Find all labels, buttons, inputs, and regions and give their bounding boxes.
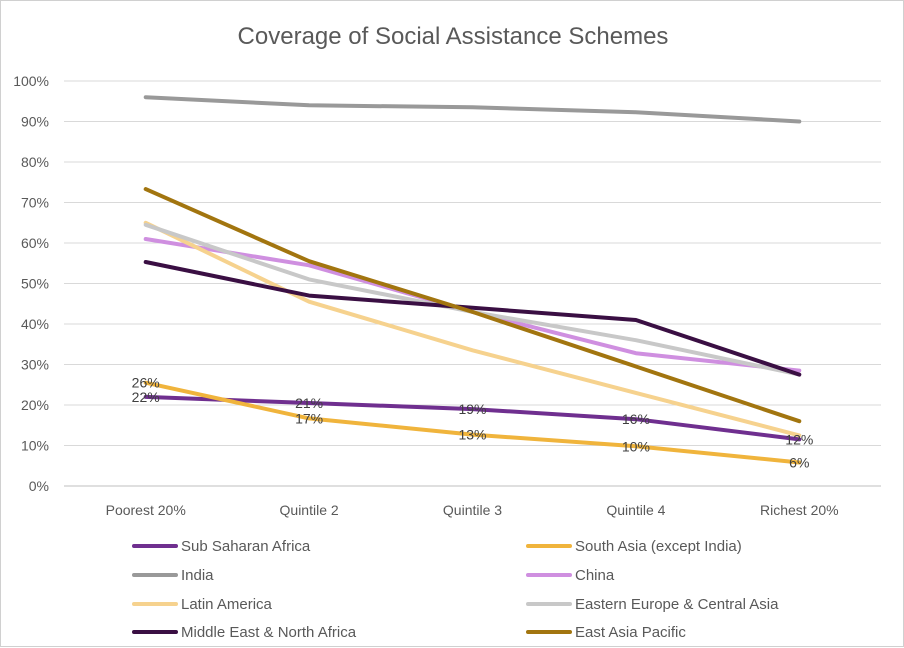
series-line [143, 95, 802, 124]
legend-label: Latin America [181, 596, 273, 613]
series-line [143, 187, 802, 424]
data-label: 26% [132, 375, 160, 391]
legend-label: India [181, 567, 214, 584]
data-label: 19% [458, 401, 486, 417]
data-label: 13% [458, 427, 486, 443]
x-tick-label: Richest 20% [760, 502, 839, 518]
legend-label: Sub Saharan Africa [181, 538, 311, 555]
y-tick-label: 70% [21, 195, 49, 211]
y-tick-label: 20% [21, 397, 49, 413]
data-label: 12% [785, 431, 813, 447]
y-axis-ticks: 0% 10% 20% 30% 40% 50% 60% 70% 80% 90% 100% [13, 73, 49, 494]
legend: Sub Saharan Africa South Asia (except Ind… [132, 538, 779, 641]
x-tick-label: Quintile 3 [443, 502, 502, 518]
gridlines [64, 80, 881, 487]
data-label: 21% [295, 395, 323, 411]
data-label: 6% [789, 455, 809, 471]
y-tick-label: 40% [21, 316, 49, 332]
y-tick-label: 30% [21, 357, 49, 373]
x-tick-label: Poorest 20% [106, 502, 186, 518]
y-tick-label: 100% [13, 73, 49, 89]
data-labels: 22% 21% 19% 16% 12% 26% 17% 13% 10% 6% [132, 375, 814, 471]
y-tick-label: 90% [21, 114, 49, 130]
legend-label: East Asia Pacific [575, 624, 686, 641]
series-line [143, 380, 802, 465]
series-line [143, 260, 802, 377]
data-label: 17% [295, 410, 323, 426]
series-line [143, 394, 802, 442]
y-tick-label: 60% [21, 235, 49, 251]
y-tick-label: 10% [21, 438, 49, 454]
legend-label: Middle East & North Africa [181, 624, 357, 641]
series-lines [143, 95, 802, 465]
data-label: 16% [622, 411, 650, 427]
legend-label: Eastern Europe & Central Asia [575, 596, 779, 613]
y-tick-label: 0% [29, 478, 49, 494]
data-label: 22% [132, 389, 160, 405]
y-tick-label: 80% [21, 154, 49, 170]
chart-title: Coverage of Social Assistance Schemes [237, 23, 669, 50]
x-axis-ticks: Poorest 20% Quintile 2 Quintile 3 Quintile … [106, 502, 839, 518]
x-tick-label: Quintile 2 [280, 502, 339, 518]
legend-label: South Asia (except India) [575, 538, 742, 555]
x-tick-label: Quintile 4 [606, 502, 665, 518]
data-label: 10% [622, 438, 650, 454]
series-line [143, 220, 802, 438]
y-tick-label: 50% [21, 276, 49, 292]
legend-label: China [575, 567, 615, 584]
